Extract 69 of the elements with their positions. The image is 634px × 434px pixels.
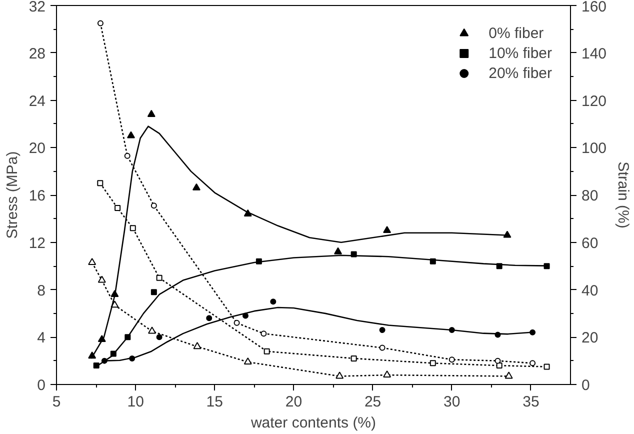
x-axis-title: water contents (%): [250, 414, 376, 432]
point: [206, 315, 212, 322]
point: [244, 357, 252, 365]
y2-axis-title: Strain (%): [614, 162, 632, 228]
point: [193, 342, 202, 350]
point: [530, 360, 536, 366]
point: [383, 370, 392, 378]
point: [97, 20, 104, 26]
y2-tick-label: 140: [582, 45, 607, 62]
point: [124, 152, 130, 159]
y2-tick-label: 80: [582, 188, 598, 204]
point: [147, 110, 156, 117]
y2-tick-label: 120: [582, 92, 607, 110]
point: [148, 326, 156, 334]
point: [150, 202, 157, 209]
y-tick-label: 0: [37, 377, 46, 394]
y2-tick-label: 0: [582, 377, 590, 394]
point: [150, 289, 157, 296]
x-tick-label: 35: [522, 394, 540, 410]
x-tick-label: 30: [444, 394, 460, 410]
legend-label: 0% fiber: [488, 24, 544, 42]
point: [504, 372, 513, 379]
point: [336, 372, 344, 379]
y-tick-label: 12: [28, 234, 46, 252]
point: [156, 274, 162, 281]
y-tick-label: 20: [28, 140, 46, 158]
y-tick-label: 24: [28, 92, 46, 110]
point: [264, 348, 270, 354]
point: [530, 329, 536, 336]
point: [114, 205, 121, 212]
point: [260, 330, 267, 337]
y-tick-label: 4: [37, 330, 46, 347]
point: [503, 230, 512, 238]
y2-tick-label: 160: [582, 0, 607, 16]
point: [156, 334, 162, 340]
point: [130, 225, 136, 232]
point: [126, 131, 135, 138]
point: [544, 364, 550, 370]
y-tick-label: 28: [28, 45, 46, 62]
y2-tick-label: 100: [582, 140, 607, 158]
y-tick-label: 8: [37, 282, 46, 300]
y-tick-label: 16: [28, 188, 46, 204]
point: [350, 355, 357, 362]
x-tick-label: 15: [206, 394, 223, 410]
point: [379, 327, 386, 334]
point: [448, 356, 455, 363]
y-tick-label: 32: [28, 0, 46, 16]
legend-label: 10% fiber: [488, 44, 552, 62]
point: [192, 183, 200, 190]
x-tick-label: 25: [364, 394, 382, 410]
legend-label: 20% fiber: [488, 64, 552, 82]
y2-tick-label: 60: [582, 234, 598, 252]
y2-tick-label: 20: [582, 330, 598, 347]
point: [430, 360, 436, 366]
point: [234, 320, 240, 326]
point: [270, 298, 276, 305]
x-tick-label: 5: [52, 394, 61, 410]
point: [97, 180, 104, 186]
point: [379, 344, 386, 351]
y-axis-title: Stress (MPa): [4, 151, 21, 239]
point: [383, 226, 392, 234]
point: [88, 258, 96, 266]
x-tick-label: 10: [127, 394, 144, 410]
point: [98, 276, 106, 283]
x-tick-label: 20: [285, 394, 302, 410]
point: [334, 247, 342, 254]
point: [494, 358, 501, 364]
point: [496, 362, 502, 369]
y2-tick-label: 40: [582, 282, 598, 300]
